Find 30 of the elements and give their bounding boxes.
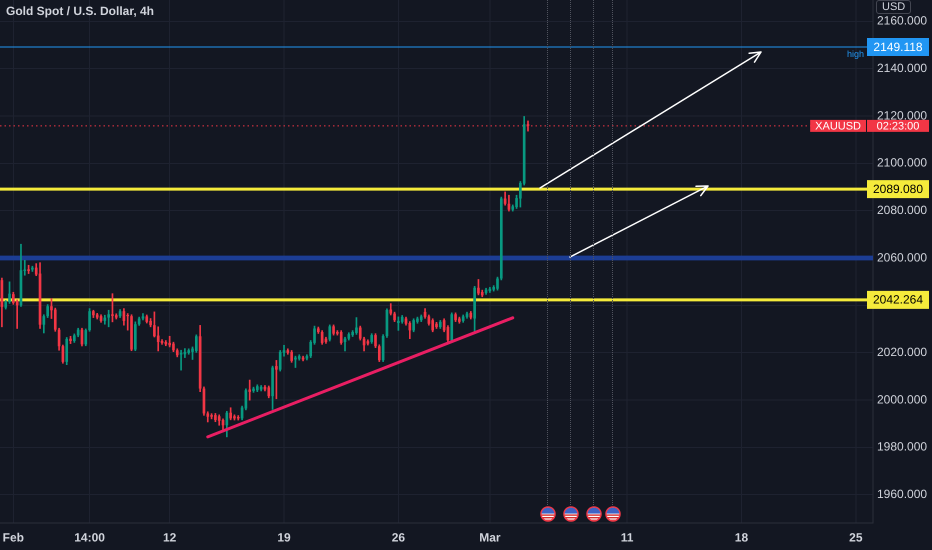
y-tick-label: 1980.000 (877, 440, 928, 454)
candlestick (344, 336, 346, 352)
y-tick-label: 2060.000 (877, 250, 928, 264)
x-tick-label: 19 (277, 530, 292, 545)
x-tick-label: 14:00 (74, 530, 106, 545)
x-tick-label: Feb (2, 530, 24, 545)
annotation: high (846, 49, 864, 60)
y-tick-label: 2080.000 (877, 202, 928, 217)
candlestick (111, 293, 114, 322)
x-tick-label: 25 (849, 530, 863, 545)
candlestick (294, 356, 297, 368)
x-tick-label: 12 (162, 530, 177, 545)
ref-line-label: 2089.080 (872, 182, 924, 196)
y-tick-label: 2120.000 (877, 108, 928, 122)
y-tick-label: 2140.000 (877, 60, 928, 75)
ref-line-label: 2149.118 (873, 40, 923, 54)
ref-line-label: 2042.264 (872, 292, 924, 307)
y-tick-label: 1960.000 (877, 486, 928, 501)
y-tick-label: 2100.000 (877, 156, 928, 170)
y-tick-label: 2160.000 (877, 14, 928, 28)
text: 02:23:00 (876, 120, 920, 132)
y-tick-label: 2000.000 (877, 392, 928, 406)
x-tick-label: Mar (479, 530, 501, 545)
chart-title: Gold Spot / U.S. Dollar, 4h (6, 4, 154, 18)
x-tick-label: 18 (734, 530, 748, 545)
y-tick-label: 2020.000 (877, 344, 928, 359)
x-tick-label: 26 (392, 530, 406, 545)
ref-line-label: XAUUSD (815, 120, 862, 132)
x-tick-label: 11 (620, 530, 634, 545)
y-axis-title: USD (876, 0, 912, 14)
